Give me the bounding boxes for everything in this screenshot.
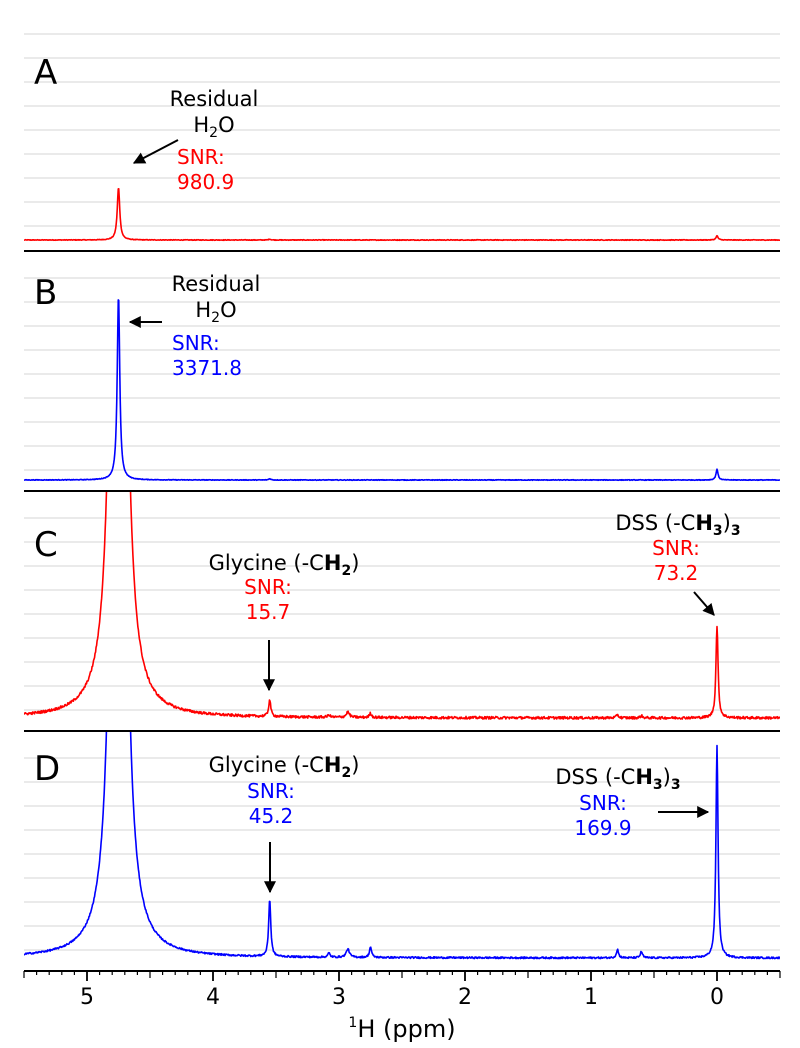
panel-a-h2o-arrow bbox=[132, 139, 179, 164]
panel-a: A Residual H2O SNR: 980.9 bbox=[24, 33, 780, 242]
panel-d-dss-snr-value: 169.9 bbox=[574, 816, 631, 840]
panel-c-trace bbox=[24, 492, 780, 720]
panel-c-dss-snr-label: SNR: bbox=[652, 536, 700, 560]
panel-b-residual-label: Residual bbox=[172, 272, 261, 296]
panel-d-glycine-snr-value: 45.2 bbox=[249, 804, 294, 828]
panel-c-dss-arrow bbox=[693, 591, 715, 616]
panel-a-grid bbox=[24, 33, 780, 227]
panel-d-glycine-label: Glycine (-CH2) bbox=[209, 753, 360, 781]
panel-c-glycine-snr-label: SNR: bbox=[244, 575, 292, 599]
panel-d-trace bbox=[24, 732, 780, 960]
x-tick-label: 4 bbox=[206, 985, 220, 1010]
panel-b-h2o-label: H2O bbox=[195, 298, 236, 326]
panel-b-snr-label: SNR: bbox=[172, 331, 220, 355]
panel-b-label: B bbox=[34, 273, 57, 313]
panel-b-snr-value: 3371.8 bbox=[172, 356, 242, 380]
x-tick-label: 1 bbox=[584, 985, 598, 1010]
panel-d-label: D bbox=[34, 749, 60, 789]
panel-c-label: C bbox=[34, 525, 58, 565]
panel-a-trace bbox=[24, 188, 780, 242]
panel-c-spectrum bbox=[24, 492, 780, 720]
panel-a-residual-label: Residual bbox=[170, 87, 259, 111]
x-tick-label: 3 bbox=[332, 985, 346, 1010]
panel-b-grid bbox=[24, 277, 780, 471]
panel-d-grid bbox=[24, 757, 780, 951]
panel-d-glycine-snr-label: SNR: bbox=[247, 779, 295, 803]
panel-c-grid bbox=[24, 517, 780, 711]
panel-a-label: A bbox=[34, 53, 57, 93]
panel-a-snr-label: SNR: bbox=[177, 145, 225, 169]
panel-b-trace bbox=[24, 299, 780, 482]
x-tick-label: 0 bbox=[710, 985, 724, 1010]
panel-a-spectrum bbox=[24, 188, 780, 242]
panel-c-dss-label: DSS (-CH3)3 bbox=[615, 511, 740, 539]
x-tick-label: 5 bbox=[80, 985, 94, 1010]
panel-c-glycine-snr-value: 15.7 bbox=[246, 600, 291, 624]
x-axis-title: 1H (ppm) bbox=[348, 1015, 455, 1043]
panel-b: B Residual H2O SNR: 3371.8 bbox=[24, 272, 780, 482]
panel-d-spectrum bbox=[24, 732, 780, 960]
x-tick-label: 2 bbox=[458, 985, 472, 1010]
panel-d: D Glycine (-CH2) SNR: 45.2 DSS (-CH3)3 S… bbox=[24, 732, 780, 960]
x-axis: 5 4 3 2 1 0 1H (ppm) bbox=[23, 970, 781, 1043]
panel-c: C Glycine (-CH2) SNR: 15.7 DSS (-CH3)3 S… bbox=[24, 492, 780, 720]
panel-c-dss-snr-value: 73.2 bbox=[654, 561, 699, 585]
panel-a-h2o-label: H2O bbox=[193, 113, 234, 141]
panel-d-dss-snr-label: SNR: bbox=[579, 791, 627, 815]
x-axis-ticks: 5 4 3 2 1 0 bbox=[23, 971, 781, 1010]
panel-a-snr-value: 980.9 bbox=[177, 170, 234, 194]
panel-b-spectrum bbox=[24, 299, 780, 482]
panel-d-dss-label: DSS (-CH3)3 bbox=[555, 765, 680, 793]
panel-c-glycine-label: Glycine (-CH2) bbox=[209, 551, 360, 579]
